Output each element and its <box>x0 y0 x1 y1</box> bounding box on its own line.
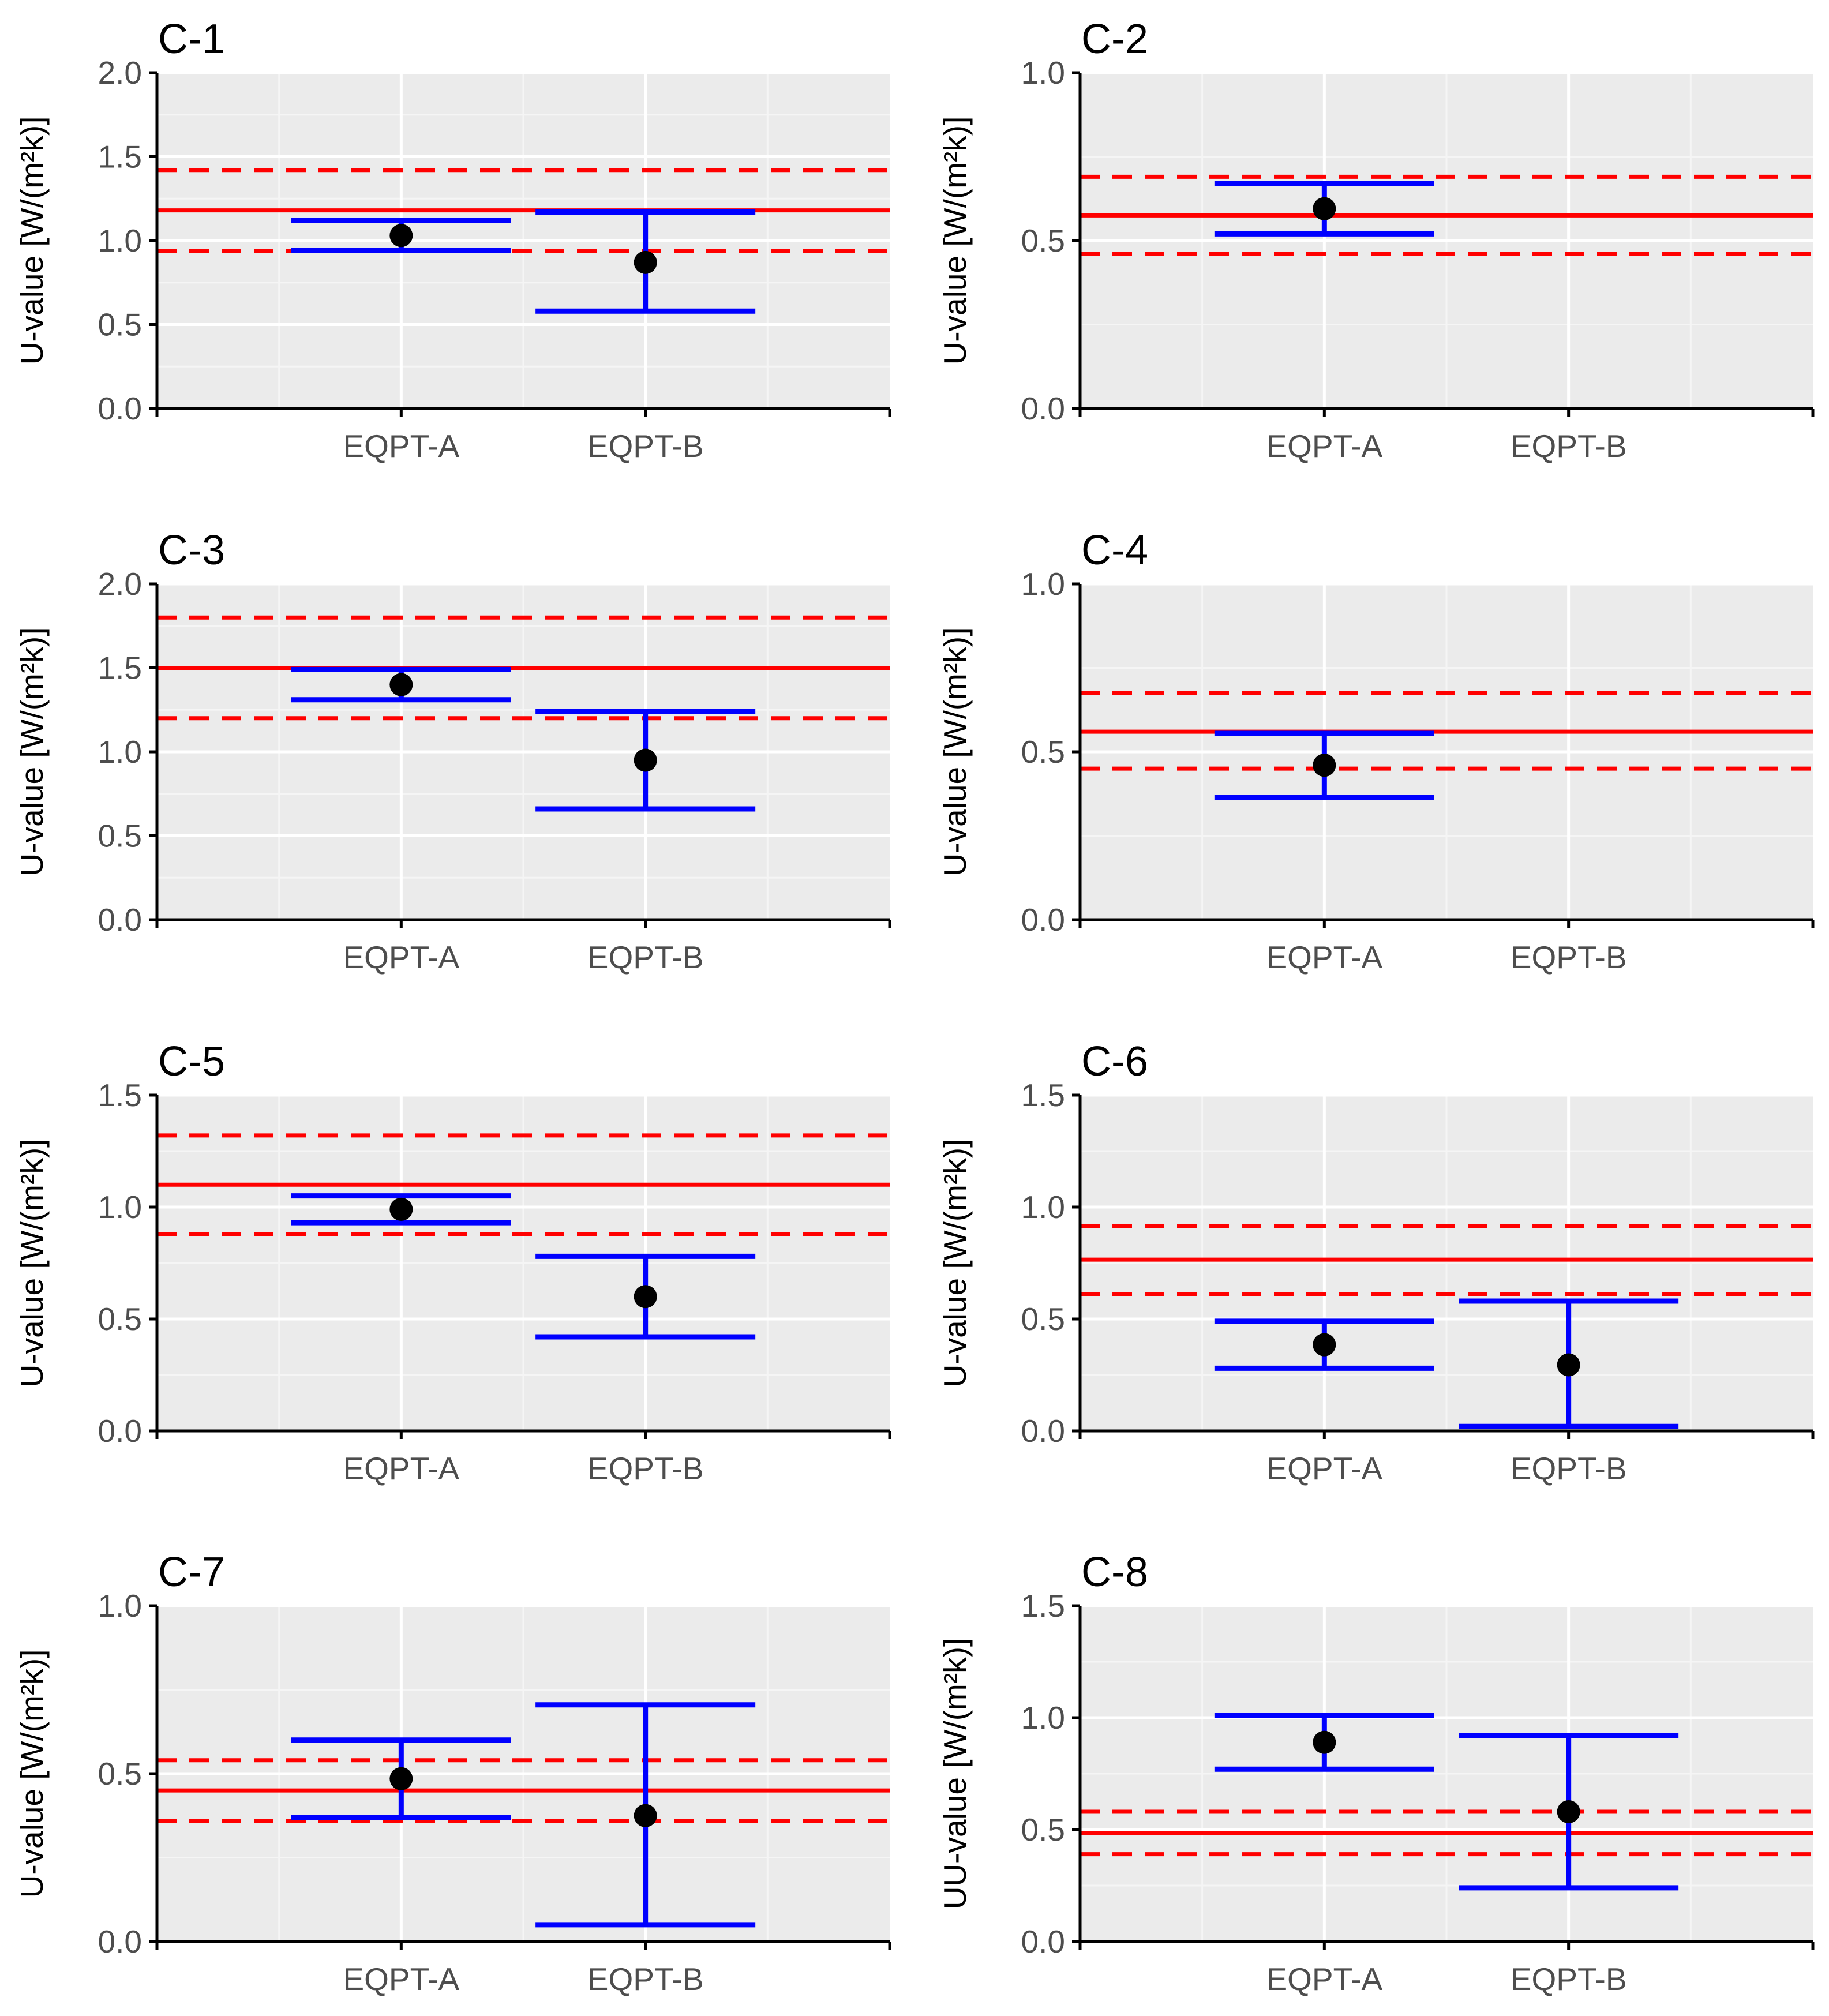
panel-c-8-x-tick-label: EQPT-A <box>1266 1961 1382 1997</box>
panel-c-1-y-axis-title: U-value [W/(m²k)] <box>14 117 50 365</box>
panel-c-8-y-tick-label: 0.5 <box>1021 1812 1065 1848</box>
panel-c-7-eqpt-a-point <box>389 1767 413 1790</box>
panel-c-8-title: C-8 <box>1081 1549 1148 1595</box>
panel-c-8: 0.0 0.5 1.0 1.5 EQPT-A EQPT-B UU-value [W/(m²k… <box>937 1549 1815 1997</box>
panel-c-7: 0.0 0.5 1.0 EQPT-A EQPT-B U-value [W/(m²k)] C-… <box>14 1549 891 1997</box>
panel-c-5-x-tick-label: EQPT-A <box>343 1451 459 1486</box>
panel-c-8-x-tick-label: EQPT-B <box>1511 1961 1627 1997</box>
panel-c-5-y-tick-label: 1.0 <box>98 1189 142 1225</box>
panel-c-4-x-tick-label: EQPT-B <box>1511 939 1627 975</box>
panel-c-2-eqpt-a-point <box>1313 197 1336 220</box>
panel-c-6-x-tick-label: EQPT-B <box>1511 1451 1627 1486</box>
panel-c-7-x-tick-label: EQPT-A <box>343 1961 459 1997</box>
panel-c-6-x-tick-label: EQPT-A <box>1266 1451 1382 1486</box>
panel-c-5-x-tick-label: EQPT-B <box>587 1451 704 1486</box>
panel-c-1-y-tick-label: 0.0 <box>98 391 142 426</box>
panel-c-7-y-axis-title: U-value [W/(m²k)] <box>14 1650 50 1898</box>
panel-c-6-eqpt-b-point <box>1557 1353 1580 1377</box>
panel-c-8-y-tick-label: 1.5 <box>1021 1588 1065 1624</box>
panel-c-7-y-tick-label: 0.5 <box>98 1756 142 1792</box>
panel-c-2-title: C-2 <box>1081 16 1148 62</box>
panel-c-2: 0.0 0.5 1.0 EQPT-A EQPT-B U-value [W/(m²k)] C-… <box>937 16 1815 464</box>
panel-c-3-y-axis-title: U-value [W/(m²k)] <box>14 628 50 876</box>
panel-c-1-x-tick-label: EQPT-A <box>343 428 459 464</box>
panel-c-8-y-tick-label: 1.0 <box>1021 1700 1065 1736</box>
panel-c-6-title: C-6 <box>1081 1039 1148 1085</box>
panel-c-4-y-tick-label: 1.0 <box>1021 566 1065 602</box>
panel-c-5-eqpt-a-point <box>389 1197 413 1221</box>
panel-c-8-y-tick-label: 0.0 <box>1021 1924 1065 1959</box>
panel-c-6-y-tick-label: 1.5 <box>1021 1077 1065 1113</box>
panel-c-3-y-tick-label: 0.5 <box>98 818 142 854</box>
panel-c-3-y-tick-label: 1.5 <box>98 650 142 686</box>
panel-c-1: 0.0 0.5 1.0 1.5 2.0 EQPT-A EQPT-B U-value [W/(m… <box>14 16 891 464</box>
panel-c-1-eqpt-a-point <box>389 224 413 248</box>
panel-c-7-eqpt-b-point <box>634 1804 657 1827</box>
panel-c-2-y-tick-label: 0.5 <box>1021 223 1065 258</box>
panel-c-4-x-tick-label: EQPT-A <box>1266 939 1382 975</box>
panel-c-1-eqpt-b-point <box>634 250 657 274</box>
panel-c-8-y-axis-title: UU-value [W/(m²k)] <box>937 1638 973 1910</box>
panel-c-3: 0.0 0.5 1.0 1.5 2.0 EQPT-A EQPT-B U-value [W/(m… <box>14 527 891 975</box>
panel-c-6-y-tick-label: 1.0 <box>1021 1189 1065 1225</box>
panel-c-2-y-tick-label: 0.0 <box>1021 391 1065 426</box>
panel-c-3-eqpt-a-point <box>389 673 413 696</box>
panel-c-3-eqpt-b-point <box>634 748 657 772</box>
panel-c-6-y-axis-title: U-value [W/(m²k)] <box>937 1139 973 1388</box>
panel-c-7-title: C-7 <box>158 1549 225 1595</box>
panel-c-5-eqpt-b-point <box>634 1285 657 1309</box>
panel-c-4: 0.0 0.5 1.0 EQPT-A EQPT-B U-value [W/(m²k)] C-… <box>937 527 1815 975</box>
panel-c-5-y-axis-title: U-value [W/(m²k)] <box>14 1139 50 1388</box>
panel-c-3-title: C-3 <box>158 527 225 574</box>
panel-c-8-eqpt-a-point <box>1313 1730 1336 1754</box>
panel-c-5: 0.0 0.5 1.0 1.5 EQPT-A EQPT-B U-value [W/(m²k)… <box>14 1039 891 1486</box>
panel-c-1-y-tick-label: 2.0 <box>98 55 142 91</box>
panel-c-5-title: C-5 <box>158 1039 225 1085</box>
panel-c-3-y-tick-label: 2.0 <box>98 566 142 602</box>
panel-c-2-x-tick-label: EQPT-A <box>1266 428 1382 464</box>
panel-c-7-x-tick-label: EQPT-B <box>587 1961 704 1997</box>
panel-c-1-y-tick-label: 1.5 <box>98 139 142 175</box>
panel-c-3-y-tick-label: 0.0 <box>98 902 142 938</box>
panel-c-6-y-tick-label: 0.0 <box>1021 1413 1065 1449</box>
panel-c-2-y-tick-label: 1.0 <box>1021 55 1065 91</box>
panel-c-2-y-axis-title: U-value [W/(m²k)] <box>937 117 973 365</box>
panel-c-7-y-tick-label: 0.0 <box>98 1924 142 1959</box>
panel-c-2-x-tick-label: EQPT-B <box>1511 428 1627 464</box>
panel-c-4-eqpt-a-point <box>1313 754 1336 777</box>
panel-c-6-y-tick-label: 0.5 <box>1021 1301 1065 1337</box>
panel-c-7-y-tick-label: 1.0 <box>98 1588 142 1624</box>
panel-c-1-y-tick-label: 1.0 <box>98 223 142 258</box>
panel-c-5-y-tick-label: 0.5 <box>98 1301 142 1337</box>
panel-c-1-x-tick-label: EQPT-B <box>587 428 704 464</box>
panel-c-3-y-tick-label: 1.0 <box>98 734 142 770</box>
panel-c-5-y-tick-label: 1.5 <box>98 1077 142 1113</box>
panel-c-6-eqpt-a-point <box>1313 1333 1336 1357</box>
panel-c-3-x-tick-label: EQPT-B <box>587 939 704 975</box>
panel-c-4-y-tick-label: 0.5 <box>1021 734 1065 770</box>
panel-c-6: 0.0 0.5 1.0 1.5 EQPT-A EQPT-B U-value [W/(m²k)… <box>937 1039 1815 1486</box>
panel-c-4-title: C-4 <box>1081 527 1148 574</box>
panel-c-4-y-tick-label: 0.0 <box>1021 902 1065 938</box>
panel-c-4-y-axis-title: U-value [W/(m²k)] <box>937 628 973 876</box>
panel-c-5-y-tick-label: 0.0 <box>98 1413 142 1449</box>
panel-c-1-y-tick-label: 0.5 <box>98 307 142 343</box>
panel-c-3-x-tick-label: EQPT-A <box>343 939 459 975</box>
panel-c-1-title: C-1 <box>158 16 225 62</box>
panel-c-8-eqpt-b-point <box>1557 1800 1580 1823</box>
